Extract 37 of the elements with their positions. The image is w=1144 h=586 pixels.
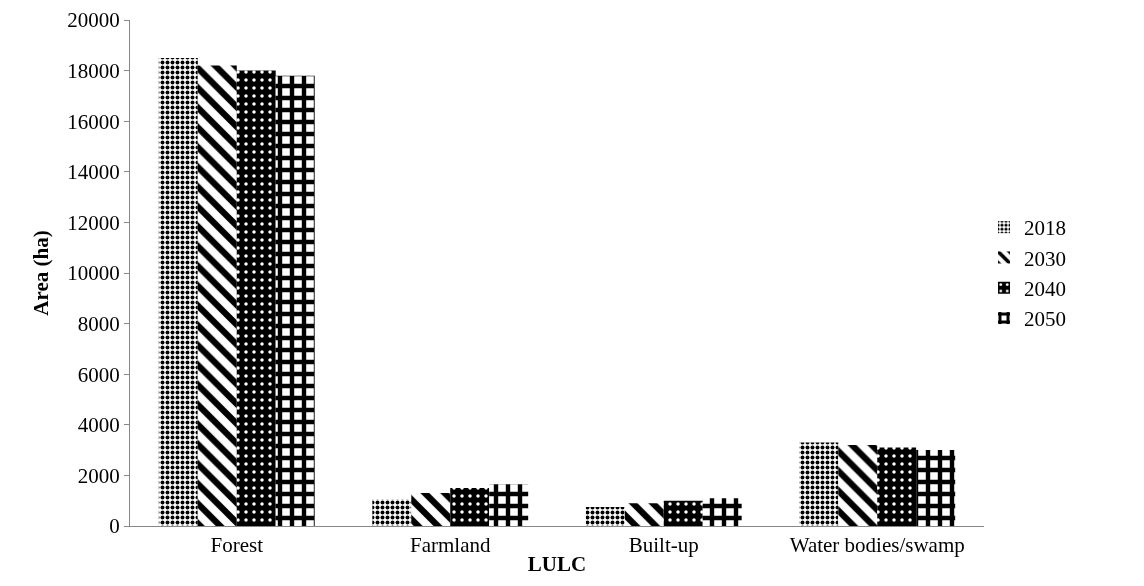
bar bbox=[372, 499, 412, 526]
bar bbox=[236, 70, 276, 526]
bar bbox=[702, 498, 742, 526]
x-tick-label: Built-up bbox=[628, 533, 699, 558]
text: 2030 bbox=[1024, 246, 1066, 271]
text: 2040 bbox=[1024, 276, 1066, 301]
bar bbox=[624, 503, 664, 526]
x-tick-label: Forest bbox=[210, 533, 264, 558]
y-tick-label: 4000 bbox=[77, 413, 120, 438]
y-tick-label: 0 bbox=[109, 514, 120, 539]
y-tick-label: 2000 bbox=[77, 463, 120, 488]
y-tick-label: 18000 bbox=[67, 58, 120, 83]
y-tick-label: 6000 bbox=[77, 362, 120, 387]
bar bbox=[450, 488, 490, 526]
x-axis-title: LULC bbox=[527, 552, 587, 577]
bar bbox=[877, 447, 917, 526]
bar bbox=[158, 57, 198, 526]
bar bbox=[799, 442, 839, 526]
x-tick-label: Farmland bbox=[410, 533, 491, 558]
bar bbox=[916, 450, 956, 526]
text: 2050 bbox=[1024, 307, 1066, 332]
bar bbox=[838, 445, 878, 526]
bar bbox=[585, 507, 625, 526]
y-tick-label: 8000 bbox=[77, 311, 120, 336]
y-tick-label: 20000 bbox=[67, 8, 120, 33]
bar bbox=[663, 500, 703, 526]
y-tick-label: 10000 bbox=[67, 261, 120, 286]
y-tick-label: 16000 bbox=[67, 109, 120, 134]
y-axis-title: Area (ha) bbox=[29, 230, 54, 316]
bar bbox=[275, 75, 315, 526]
text: 2018 bbox=[1024, 216, 1066, 241]
x-tick-label: Water bodies/swamp bbox=[789, 533, 965, 558]
bar bbox=[411, 493, 451, 526]
y-tick-label: 14000 bbox=[67, 160, 120, 185]
y-tick-label: 12000 bbox=[67, 210, 120, 235]
bar bbox=[197, 65, 237, 526]
bar bbox=[489, 484, 529, 526]
